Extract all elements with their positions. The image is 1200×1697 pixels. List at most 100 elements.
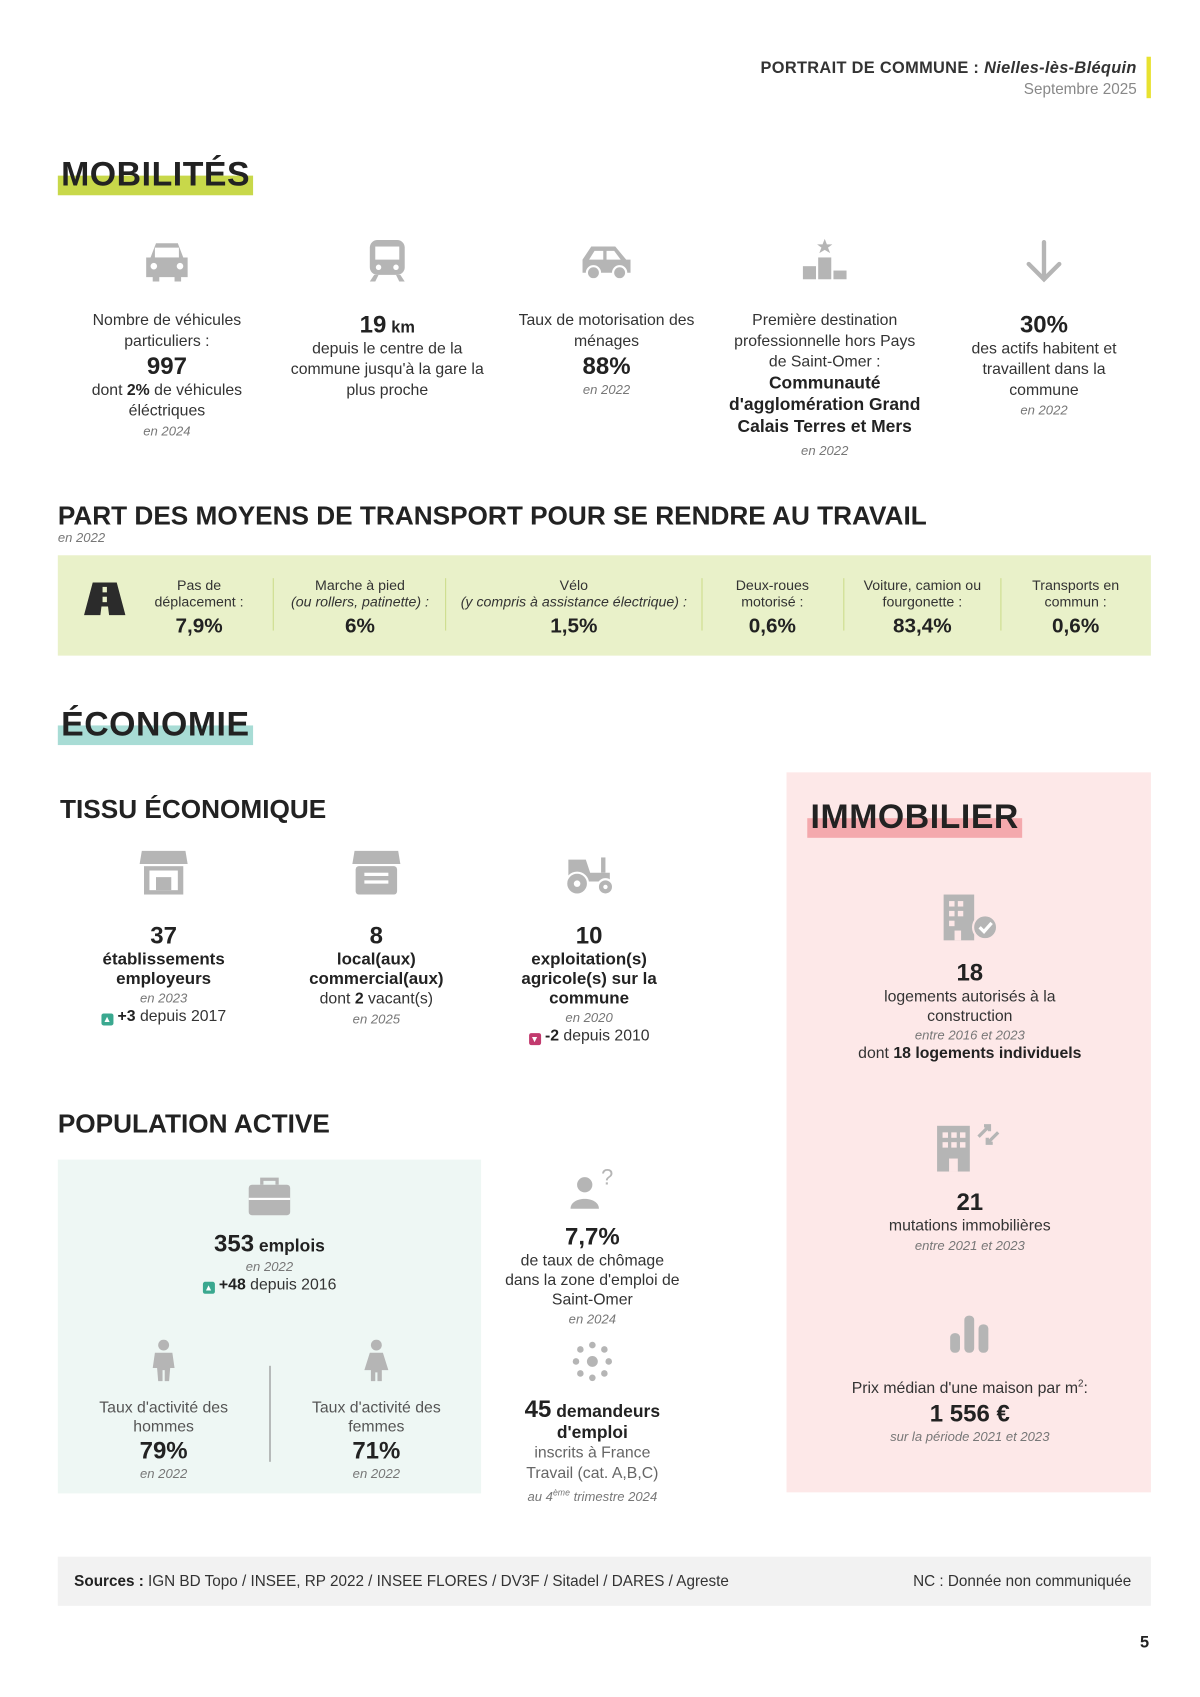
vehicules-year: en 2024 <box>143 423 191 439</box>
motorisation-year: en 2022 <box>582 381 631 398</box>
transport-title: PART DES MOYENS DE TRANSPORT POUR SE REN… <box>57 501 927 532</box>
demandeurs-year: au 4ème trimestre 2024 <box>527 1487 658 1505</box>
car-side-icon <box>582 246 631 281</box>
building-transfer-icon <box>937 1124 1000 1172</box>
prix-year: sur la période 2021 et 2023 <box>890 1428 1050 1445</box>
train-icon <box>369 239 405 282</box>
mutations-year: entre 2021 et 2023 <box>914 1238 1025 1254</box>
header-title: PORTRAIT DE COMMUNE : Nielles-lès-Bléqui… <box>760 58 1137 78</box>
demandeurs-value: 45 demandeurs d'emploi <box>524 1395 661 1443</box>
arrow-up-icon: ▲ <box>101 1013 114 1026</box>
arrow-up-icon: ▲ <box>202 1281 215 1294</box>
transport-item-transports-commun: Transports en commun :0,6% <box>1032 577 1120 639</box>
locaux-block: 8 local(aux) commercial(aux) dont 2 vaca… <box>289 849 464 1028</box>
femmes-year: en 2022 <box>352 1466 401 1482</box>
divider <box>272 578 274 631</box>
chomage-block: ? 7,7% de taux de chômage dans la zone d… <box>505 1165 680 1328</box>
person-question-icon: ? <box>570 1165 613 1209</box>
nc-note: NC : Donnée non communiquée <box>913 1571 1132 1590</box>
motorisation-value: 88% <box>582 352 631 380</box>
transport-band <box>57 555 1151 656</box>
logements-individuels: dont 18 logements individuels <box>858 1045 1082 1063</box>
building-check-icon <box>943 894 999 941</box>
gare-label: depuis le centre de la commune jusqu'à l… <box>290 340 484 400</box>
etablissements-block: 37 établissements employeurs en 2023 ▲ +… <box>76 849 251 1028</box>
divider <box>269 1365 271 1462</box>
mutations-block: 21 mutations immobilières entre 2021 et … <box>829 1121 1110 1254</box>
logements-label: logements autorisés à la construction <box>884 988 1056 1026</box>
demandeurs-block: 45 demandeurs d'emploi inscrits à France… <box>500 1340 685 1506</box>
sources-bar: Sources : IGN BD Topo / INSEE, RP 2022 /… <box>57 1556 1151 1606</box>
actifs-label: des actifs habitent et travaillent dans … <box>971 340 1117 400</box>
mutations-label: mutations immobilières <box>888 1217 1051 1235</box>
section-heading-economie: ÉCONOMIE <box>57 705 253 746</box>
transport-item-velo: Vélo (y compris à assistance électrique) … <box>460 577 687 639</box>
emplois-block: 353 emplois en 2022 ▲ +48 depuis 2016 <box>160 1176 378 1296</box>
transport-item-voiture: Voiture, camion ou fourgonette :83,4% <box>863 577 982 639</box>
chomage-value: 7,7% <box>565 1222 620 1251</box>
divider <box>843 578 845 631</box>
agri-value: 10 <box>575 921 603 950</box>
destination-block: Première destination professionnelle hor… <box>727 238 923 459</box>
femmes-value: 71% <box>352 1436 401 1464</box>
hommes-year: en 2022 <box>139 1466 188 1482</box>
etab-value: 37 <box>150 921 177 950</box>
destination-label: Première destination professionnelle hor… <box>734 311 916 371</box>
vehicules-electriques: dont 2% de véhicules éléctriques <box>91 381 243 420</box>
tissu-title: TISSU ÉCONOMIQUE <box>59 795 327 825</box>
divider <box>1000 578 1002 631</box>
vehicules-label: Nombre de véhicules particuliers : <box>92 311 242 351</box>
vehicules-block: Nombre de véhicules particuliers : 997 d… <box>69 238 265 440</box>
podium-icon <box>802 238 847 280</box>
logements-value: 18 <box>956 958 984 987</box>
arrow-down-icon: ▼ <box>528 1033 541 1046</box>
page-number: 5 <box>1139 1633 1150 1652</box>
vehicules-value: 997 <box>146 352 187 380</box>
prix-value: 1 556 € <box>929 1399 1010 1427</box>
network-icon <box>572 1341 612 1382</box>
section-heading-mobilites: MOBILITÉS <box>57 155 254 196</box>
emplois-year: en 2022 <box>245 1258 294 1275</box>
header-accent-bar <box>1146 56 1151 99</box>
chomage-label: de taux de chômage dans la zone d'emploi… <box>505 1252 680 1310</box>
transport-item-deux-roues: Deux-roues motorisé :0,6% <box>735 577 810 639</box>
agri-label: exploitation(s) agricole(s) sur la commu… <box>521 950 657 1008</box>
section-heading-immobilier: IMMOBILIER <box>807 798 1023 838</box>
etab-delta: ▲ +3 depuis 2017 <box>101 1007 227 1026</box>
svg-text:?: ? <box>601 1165 613 1190</box>
hommes-label: Taux d'activité des hommes <box>99 1399 229 1436</box>
population-title: POPULATION ACTIVE <box>57 1109 330 1139</box>
destination-value: Communauté d'agglomération Grand Calais … <box>729 374 921 437</box>
hommes-value: 79% <box>139 1436 188 1464</box>
sources-text: Sources : IGN BD Topo / INSEE, RP 2022 /… <box>74 1571 729 1590</box>
header-date: Septembre 2025 <box>1023 79 1137 98</box>
bar-chart-icon <box>950 1315 989 1353</box>
motorisation-label: Taux de motorisation des ménages <box>518 311 695 351</box>
chomage-year: en 2024 <box>568 1311 617 1327</box>
femmes-block: Taux d'activité des femmes 71% en 2022 <box>289 1339 464 1483</box>
hommes-block: Taux d'activité des hommes 79% en 2022 <box>76 1339 251 1483</box>
prix-block: Prix médian d'une maison par m2: 1 556 €… <box>807 1311 1132 1445</box>
locaux-value: 8 <box>369 921 384 950</box>
transport-item-marche: Marche à pied (ou rollers, patinette) :6% <box>291 577 429 639</box>
locaux-label: local(aux) commercial(aux) <box>309 950 444 989</box>
femmes-label: Taux d'activité des femmes <box>311 1399 441 1436</box>
transport-year: en 2022 <box>57 530 106 546</box>
etab-year: en 2023 <box>139 990 188 1006</box>
demandeurs-label: inscrits à France Travail (cat. A,B,C) <box>526 1444 659 1483</box>
gare-block: 19 km depuis le centre de la commune jus… <box>289 238 485 402</box>
transport-item-pas-de-deplacement: Pas de déplacement :7,9% <box>154 577 244 639</box>
agri-delta: ▼ -2 depuis 2010 <box>528 1027 650 1046</box>
divider <box>445 578 447 631</box>
divider <box>701 578 703 631</box>
woman-icon <box>364 1339 389 1382</box>
motorisation-block: Taux de motorisation des ménages 88% en … <box>508 238 704 398</box>
storefront-icon <box>352 850 401 895</box>
locaux-year: en 2025 <box>352 1011 401 1027</box>
arrow-down-icon <box>1026 239 1062 283</box>
agri-year: en 2020 <box>565 1010 613 1026</box>
actifs-value: 30% <box>1019 310 1069 339</box>
gare-value: 19 km <box>359 310 415 339</box>
actifs-year: en 2022 <box>1020 402 1068 418</box>
tractor-icon <box>565 857 615 896</box>
